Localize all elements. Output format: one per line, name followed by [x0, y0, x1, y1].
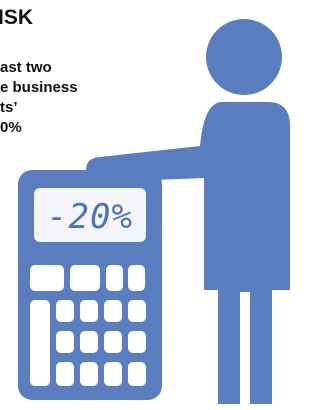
- body-line: ts’: [0, 99, 18, 116]
- infographic: ISK ast two e business ts’ 0% -20%: [0, 0, 316, 410]
- heading: ISK: [0, 6, 33, 29]
- calculator: -20%: [18, 170, 162, 400]
- calculator-display: -20%: [47, 197, 133, 237]
- body-line: e business: [0, 79, 78, 96]
- body-line: ast two: [0, 59, 52, 76]
- body-line: 0%: [0, 119, 22, 136]
